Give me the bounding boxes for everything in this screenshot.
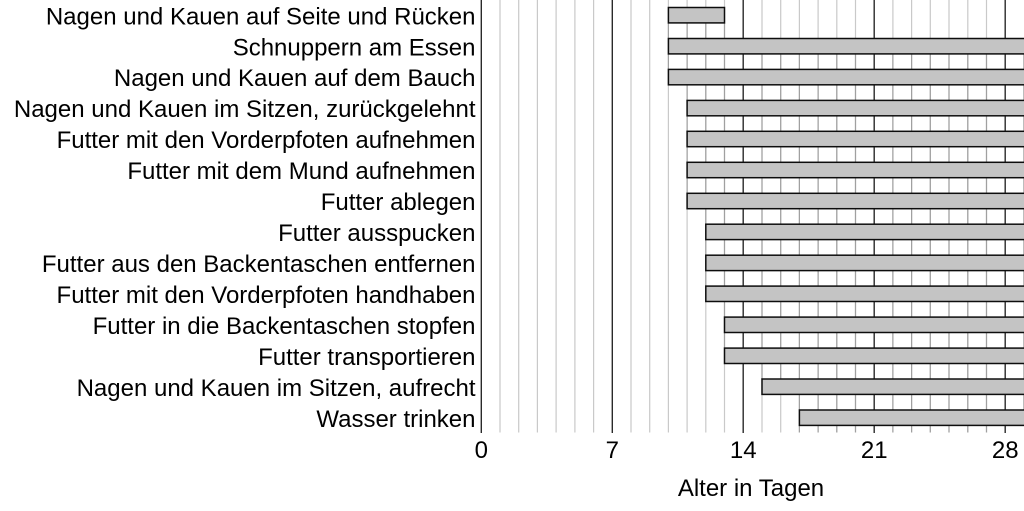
svg-text:28: 28 bbox=[992, 437, 1019, 464]
svg-text:14: 14 bbox=[730, 437, 757, 464]
svg-text:Nagen und Kauen auf Seite und: Nagen und Kauen auf Seite und Rücken bbox=[46, 3, 476, 30]
svg-text:Alter in Tagen: Alter in Tagen bbox=[678, 475, 824, 502]
svg-text:Wasser trinken: Wasser trinken bbox=[316, 406, 475, 433]
svg-text:Futter aus den Backentaschen e: Futter aus den Backentaschen entfernen bbox=[42, 251, 476, 278]
svg-text:Futter mit dem Mund aufnehmen: Futter mit dem Mund aufnehmen bbox=[127, 158, 475, 185]
svg-text:0: 0 bbox=[475, 437, 488, 464]
svg-text:Futter transportieren: Futter transportieren bbox=[258, 344, 475, 371]
svg-text:Nagen und Kauen im Sitzen, auf: Nagen und Kauen im Sitzen, aufrecht bbox=[77, 375, 476, 402]
svg-text:Futter mit den Vorderpfoten au: Futter mit den Vorderpfoten aufnehmen bbox=[57, 127, 476, 154]
svg-text:Futter ablegen: Futter ablegen bbox=[321, 189, 476, 216]
svg-text:Futter ausspucken: Futter ausspucken bbox=[278, 220, 475, 247]
svg-text:Nagen und Kauen im Sitzen, zur: Nagen und Kauen im Sitzen, zurückgelehnt bbox=[14, 96, 476, 123]
svg-text:7: 7 bbox=[606, 437, 619, 464]
svg-text:Nagen und Kauen auf dem Bauch: Nagen und Kauen auf dem Bauch bbox=[114, 65, 476, 92]
svg-text:Futter mit den Vorderpfoten ha: Futter mit den Vorderpfoten handhaben bbox=[57, 282, 476, 309]
svg-text:Futter in die Backentaschen st: Futter in die Backentaschen stopfen bbox=[93, 313, 476, 340]
svg-text:Schnuppern am Essen: Schnuppern am Essen bbox=[233, 34, 476, 61]
svg-text:21: 21 bbox=[861, 437, 888, 464]
